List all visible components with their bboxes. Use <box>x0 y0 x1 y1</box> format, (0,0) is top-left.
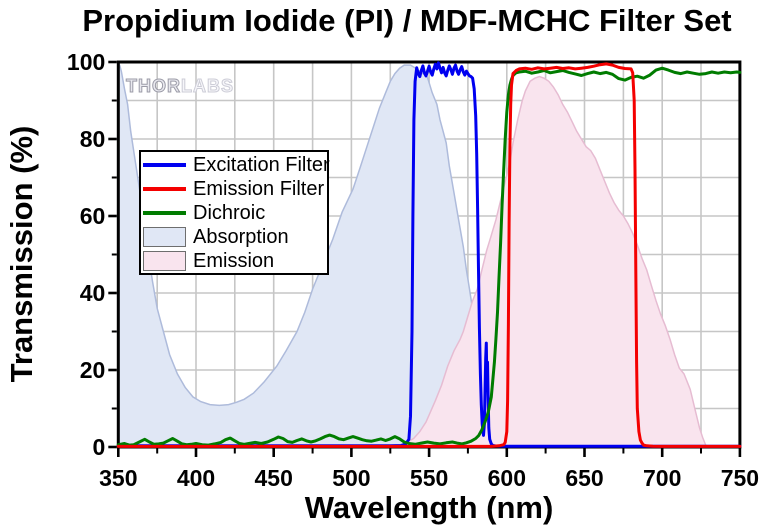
legend-swatch-dichroic <box>143 211 186 215</box>
y-tick-label-20: 20 <box>80 357 106 383</box>
legend-item-excitation: Excitation Filter <box>143 153 330 177</box>
legend-item-absorption: Absorption <box>143 225 327 249</box>
x-tick-label-400: 400 <box>177 465 215 491</box>
y-tick-label-80: 80 <box>80 126 106 152</box>
y-tick-label-40: 40 <box>80 280 106 306</box>
area-absorption <box>118 62 526 448</box>
legend-label-emission-filter: Emission Filter <box>193 177 325 200</box>
legend-swatch-absorption <box>143 227 186 247</box>
x-tick-label-500: 500 <box>332 465 370 491</box>
x-tick-label-350: 350 <box>99 465 137 491</box>
legend-label-absorption: Absorption <box>193 225 289 248</box>
y-tick-label-60: 60 <box>80 203 106 229</box>
legend-label-dichroic: Dichroic <box>193 201 266 224</box>
series-line-excitation <box>116 61 742 448</box>
area-emission <box>394 76 708 447</box>
series-line-dichroic <box>116 66 742 447</box>
thorlabs-watermark: THORLABS <box>126 76 234 97</box>
series-line-emission-filter <box>116 62 742 448</box>
y-tick-label-100: 100 <box>67 49 105 75</box>
legend-item-emission-filter: Emission Filter <box>143 177 327 201</box>
y-tick-label-0: 0 <box>93 434 106 460</box>
legend-swatch-emission-filter <box>143 187 186 191</box>
x-axis-label: Wavelength (nm) <box>304 490 554 525</box>
x-tick-label-450: 450 <box>255 465 293 491</box>
x-tick-label-600: 600 <box>488 465 526 491</box>
x-tick-label-700: 700 <box>643 465 681 491</box>
x-tick-label-550: 550 <box>410 465 448 491</box>
legend-label-emission: Emission <box>193 249 275 272</box>
area-edge-emission <box>394 75 708 448</box>
legend-item-emission: Emission <box>143 249 327 273</box>
x-tick-label-750: 750 <box>721 465 759 491</box>
legend-swatch-emission <box>143 251 186 271</box>
chart-title: Propidium Iodide (PI) / MDF-MCHC Filter … <box>82 3 732 38</box>
legend-swatch-excitation <box>143 163 186 167</box>
legend-label-excitation: Excitation Filter <box>193 153 330 176</box>
legend-item-dichroic: Dichroic <box>143 201 327 225</box>
watermark-part2: LABS <box>181 76 234 97</box>
watermark-part1: THOR <box>126 76 181 97</box>
legend: Excitation Filter Emission Filter Dichroic… <box>139 150 330 275</box>
x-tick-label-650: 650 <box>565 465 603 491</box>
